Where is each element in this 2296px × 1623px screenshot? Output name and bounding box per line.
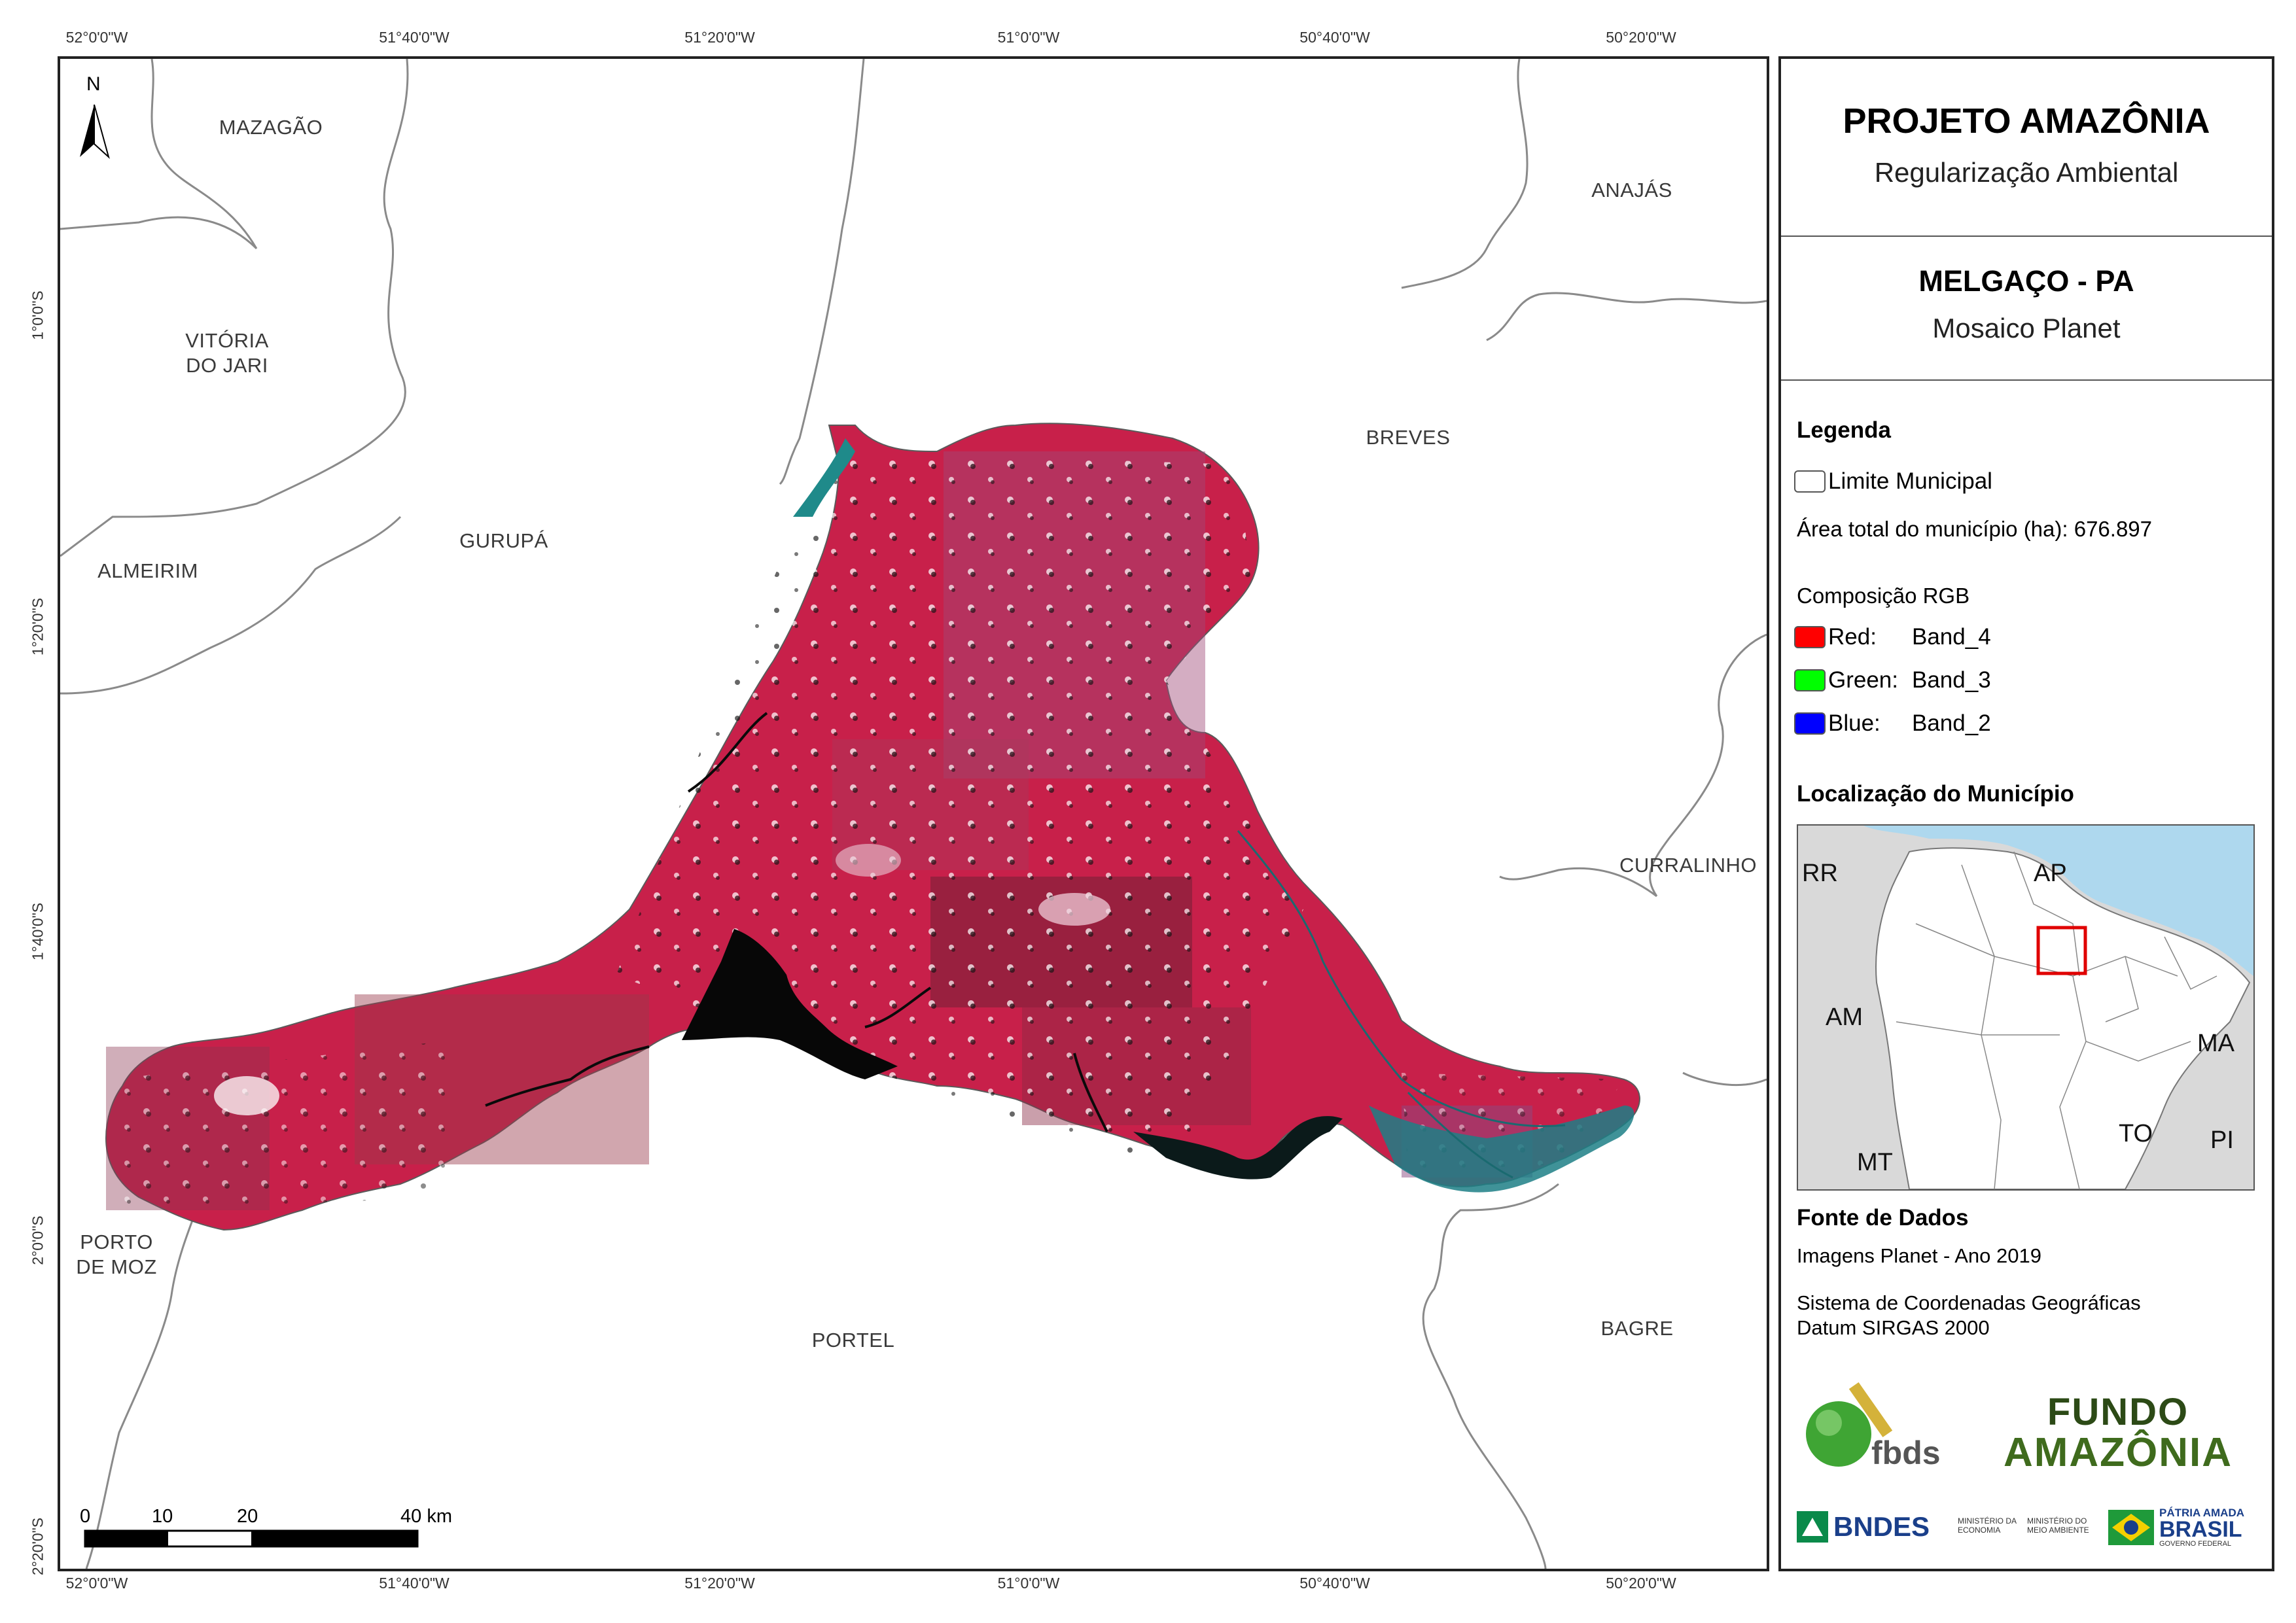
brasil-text: BRASIL <box>2159 1517 2242 1542</box>
fbds-logo: fbds <box>1799 1374 1956 1472</box>
governo-text: GOVERNO FEDERAL <box>2159 1540 2232 1548</box>
blue-band: Band_2 <box>1912 710 1991 736</box>
coord-bottom-50-20w: 50°20'0"W <box>1606 1575 1676 1592</box>
red-channel: Red: <box>1828 624 1877 650</box>
north-arrow-icon <box>80 104 110 160</box>
coord-top-50-20w: 50°20'0"W <box>1606 29 1676 46</box>
coord-top-50-40w: 50°40'0"W <box>1299 29 1370 46</box>
coord-left-1-40s: 1°40'0"S <box>29 902 46 961</box>
blue-swatch <box>1794 712 1826 735</box>
coord-bottom-51-40w: 51°40'0"W <box>379 1575 450 1592</box>
source-crs: Sistema de Coordenadas Geográficas <box>1797 1291 2141 1314</box>
blue-channel: Blue: <box>1828 710 1881 736</box>
project-subtitle: Regularização Ambiental <box>1874 157 2179 188</box>
green-channel: Green: <box>1828 667 1898 693</box>
municipality-section: MELGAÇO - PA Mosaico Planet <box>1781 237 2272 381</box>
inset-label-am: AM <box>1826 1003 1863 1031</box>
location-heading: Localização do Município <box>1797 781 2074 807</box>
project-title: PROJETO AMAZÔNIA <box>1843 101 2210 141</box>
inset-label-ma: MA <box>2197 1030 2234 1057</box>
scale-label-10: 10 <box>152 1506 173 1527</box>
fbds-text: fbds <box>1871 1435 1941 1471</box>
bndes-logo: BNDES <box>1797 1511 1930 1543</box>
coord-bottom-52w: 52°0'0"W <box>65 1575 128 1592</box>
coord-left-2-20s: 2°20'0"S <box>29 1517 46 1576</box>
coord-top-51w: 51°0'0"W <box>997 29 1060 46</box>
fbds-logo-icon <box>1806 1382 1893 1467</box>
red-swatch <box>1794 626 1826 648</box>
fundo-amazonia-logo: FUNDO AMAZÔNIA <box>1977 1393 2259 1478</box>
coord-left-2s: 2°0'0"S <box>29 1215 46 1265</box>
inset-label-ap: AP <box>2034 860 2067 887</box>
mosaic-label: Mosaico Planet <box>1932 313 2121 343</box>
patria-text: PÁTRIA AMADA <box>2159 1507 2245 1519</box>
coord-top-52w: 52°0'0"W <box>65 29 128 46</box>
label-vitoria-1: VITÓRIA <box>185 329 269 352</box>
scale-label-20: 20 <box>237 1506 258 1527</box>
rgb-heading: Composição RGB <box>1797 584 1970 608</box>
location-highlight <box>2036 926 2087 975</box>
label-breves: BREVES <box>1366 426 1451 449</box>
ministerio-economia: MINISTÉRIO DA ECONOMIA <box>1958 1516 2017 1535</box>
patria-amada-logo: PÁTRIA AMADA BRASIL GOVERNO FEDERAL <box>2108 1507 2244 1548</box>
legend-heading: Legenda <box>1797 417 1891 443</box>
map-canvas <box>60 59 1767 1569</box>
label-gurupa: GURUPÁ <box>459 529 548 552</box>
legend-limit-row: Limite Municipal <box>1794 468 1992 495</box>
location-inset-map: RR AP AM MA TO MT PI <box>1797 824 2255 1191</box>
amazonia-text: AMAZÔNIA <box>2003 1430 2233 1475</box>
label-portel: PORTEL <box>811 1329 895 1352</box>
inset-map-svg <box>1863 826 2253 1189</box>
label-curralinho: CURRALINHO <box>1619 854 1757 877</box>
coord-left-1s: 1°0'0"S <box>29 290 46 340</box>
municipal-boundaries <box>60 59 1767 1569</box>
scale-label-40km: 40 km <box>400 1506 452 1527</box>
coord-bottom-50-40w: 50°40'0"W <box>1299 1575 1370 1592</box>
source-imagery: Imagens Planet - Ano 2019 <box>1797 1244 2041 1267</box>
label-porto-1: PORTO <box>80 1230 153 1253</box>
red-band: Band_4 <box>1912 624 1991 650</box>
coord-left-1-20s: 1°20'0"S <box>29 597 46 656</box>
municipality-name: MELGAÇO - PA <box>1918 264 2134 298</box>
coord-bottom-51w: 51°0'0"W <box>997 1575 1060 1592</box>
inset-label-rr: RR <box>1802 860 1838 887</box>
inset-label-mt: MT <box>1857 1149 1893 1176</box>
band-row-blue: Blue: Band_2 <box>1794 710 1991 737</box>
north-label: N <box>86 73 101 95</box>
coord-bottom-51-20w: 51°20'0"W <box>684 1575 755 1592</box>
bndes-icon <box>1797 1511 1828 1543</box>
source-datum: Datum SIRGAS 2000 <box>1797 1316 1990 1339</box>
area-label: Área total do município (ha): 676.897 <box>1797 517 2153 541</box>
sources-heading: Fonte de Dados <box>1797 1205 1969 1230</box>
scale-bar <box>84 1529 419 1548</box>
label-mazagao: MAZAGÃO <box>219 116 323 139</box>
legend-panel: PROJETO AMAZÔNIA Regularização Ambiental… <box>1778 56 2274 1571</box>
label-anajas: ANAJÁS <box>1591 179 1672 201</box>
inset-label-to: TO <box>2119 1120 2153 1147</box>
bndes-text: BNDES <box>1833 1511 1930 1542</box>
inset-label-pi: PI <box>2210 1126 2234 1154</box>
scale-label-0: 0 <box>80 1506 91 1527</box>
fundo-text: FUNDO <box>2047 1391 2189 1433</box>
ministerio-meio-ambiente: MINISTÉRIO DO MEIO AMBIENTE <box>2027 1516 2089 1535</box>
map-frame[interactable]: N MAZAGÃO ANAJÁS VITÓRIA DO JARI BREVES … <box>58 56 1769 1571</box>
band-row-green: Green: Band_3 <box>1794 667 1991 693</box>
band-row-red: Red: Band_4 <box>1794 624 1991 650</box>
limit-label: Limite Municipal <box>1828 468 1992 494</box>
coord-top-51-40w: 51°40'0"W <box>379 29 450 46</box>
coord-top-51-20w: 51°20'0"W <box>684 29 755 46</box>
limit-swatch <box>1794 470 1826 493</box>
green-band: Band_3 <box>1912 667 1991 693</box>
label-vitoria-2: DO JARI <box>186 354 268 377</box>
label-almeirim: ALMEIRIM <box>97 559 198 582</box>
title-section: PROJETO AMAZÔNIA Regularização Ambiental <box>1781 59 2272 237</box>
green-swatch <box>1794 669 1826 691</box>
label-bagre: BAGRE <box>1600 1317 1674 1340</box>
brazil-flag-icon <box>2108 1510 2154 1545</box>
label-porto-2: DE MOZ <box>76 1255 157 1278</box>
melgaco-territory <box>105 423 1640 1231</box>
